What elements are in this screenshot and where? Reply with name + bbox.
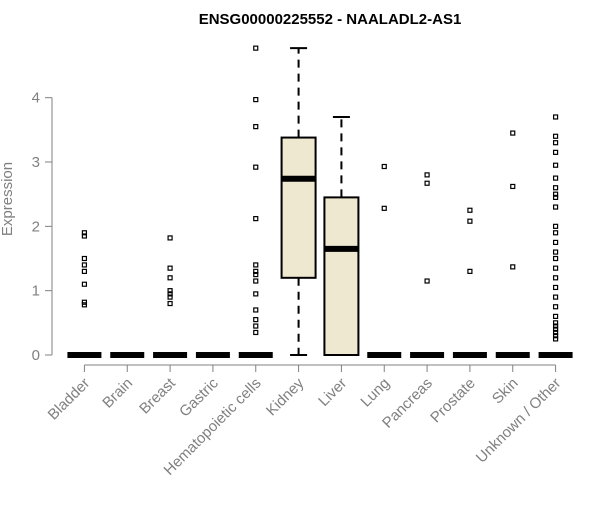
y-axis: 0 1 2 3 4 — [32, 90, 53, 364]
outlier-11-6 — [552, 313, 559, 320]
outlier-11-24 — [552, 140, 559, 146]
outlier-4-11 — [253, 124, 259, 130]
x-tick-label-0: Bladder — [45, 375, 94, 424]
outlier-4-10 — [253, 164, 259, 170]
outlier-8-1 — [424, 180, 430, 186]
outlier-11-22 — [552, 162, 559, 168]
box-6 — [323, 196, 360, 356]
box-group-6 — [323, 115, 360, 356]
outlier-0-7 — [81, 230, 88, 236]
outlier-11-13 — [552, 249, 559, 255]
outlier-11-12 — [552, 255, 559, 262]
x-tick-label-1: Brain — [99, 375, 136, 412]
outlier-7-0 — [381, 205, 387, 211]
box-group-9 — [452, 207, 487, 358]
outlier-4-3 — [253, 307, 259, 313]
outlier-4-0 — [253, 329, 259, 336]
box-group-11 — [538, 114, 573, 358]
outlier-11-17 — [552, 204, 559, 210]
outlier-2-6 — [167, 235, 173, 241]
outlier-11-14 — [552, 239, 559, 246]
outlier-4-4 — [253, 291, 259, 297]
y-tick-label-0: 0 — [32, 347, 40, 364]
outlier-11-26 — [552, 114, 559, 120]
outlier-4-5 — [253, 278, 259, 284]
chart-title: ENSG00000225552 - NAALADL2-AS1 — [199, 11, 462, 28]
outlier-11-7 — [552, 304, 559, 310]
x-tick-label-5: Kidney — [263, 374, 308, 419]
outlier-4-1 — [253, 323, 259, 329]
outlier-11-18 — [552, 194, 559, 200]
box-group-4 — [238, 45, 273, 358]
box-group-2 — [153, 235, 188, 358]
outlier-7-1 — [381, 163, 387, 170]
outlier-8-0 — [424, 278, 430, 284]
outlier-11-1 — [552, 333, 559, 339]
outlier-4-7 — [253, 268, 259, 274]
boxes — [67, 45, 573, 358]
outlier-11-2 — [552, 329, 559, 336]
outlier-11-11 — [552, 265, 559, 271]
outlier-0-1 — [81, 299, 88, 305]
outlier-0-4 — [81, 262, 88, 268]
y-tick-label-3: 3 — [32, 154, 40, 171]
x-tick-label-9: Prostate — [427, 375, 479, 427]
outlier-9-2 — [467, 207, 473, 213]
outlier-4-13 — [253, 45, 259, 51]
outlier-4-2 — [253, 317, 259, 323]
x-tick-label-6: Liver — [315, 375, 350, 410]
outlier-4-8 — [253, 262, 259, 268]
box-group-8 — [410, 172, 445, 358]
outlier-11-15 — [552, 230, 559, 236]
box-group-7 — [367, 163, 402, 358]
x-tick-label-10: Skin — [489, 375, 522, 408]
outlier-10-0 — [510, 264, 516, 270]
outlier-11-21 — [552, 175, 559, 181]
x-tick-label-2: Breast — [136, 374, 179, 417]
outlier-11-10 — [552, 275, 559, 281]
outlier-9-1 — [467, 218, 473, 224]
outlier-11-5 — [552, 320, 559, 326]
y-tick-label-2: 2 — [32, 218, 40, 235]
outlier-11-9 — [552, 284, 559, 291]
outlier-10-2 — [510, 130, 516, 136]
outlier-0-5 — [81, 255, 88, 262]
outlier-8-2 — [424, 172, 430, 178]
outlier-11-8 — [552, 294, 559, 300]
outlier-2-3 — [167, 288, 173, 294]
outlier-2-2 — [167, 291, 173, 297]
box-5 — [280, 136, 317, 279]
outlier-11-0 — [552, 336, 559, 342]
outlier-11-19 — [552, 191, 559, 197]
outlier-0-6 — [81, 233, 88, 239]
outlier-11-20 — [552, 185, 559, 191]
outlier-10-1 — [510, 183, 516, 190]
y-tick-label-4: 4 — [32, 90, 40, 107]
outlier-2-1 — [167, 294, 173, 300]
outlier-11-3 — [552, 326, 559, 332]
outlier-2-5 — [167, 265, 173, 271]
outlier-11-25 — [552, 133, 559, 139]
outlier-4-6 — [253, 271, 259, 278]
outlier-2-4 — [167, 275, 173, 281]
box-group-5 — [280, 47, 317, 356]
y-axis-label: Expression — [0, 162, 16, 236]
outlier-4-12 — [253, 97, 259, 103]
outlier-11-23 — [552, 149, 559, 155]
outlier-0-2 — [81, 281, 88, 287]
x-tick-label-7: Lung — [357, 375, 393, 411]
outlier-11-4 — [552, 323, 559, 329]
box-group-0 — [67, 230, 102, 358]
y-tick-label-1: 1 — [32, 283, 40, 300]
box-group-10 — [495, 130, 530, 358]
outlier-2-0 — [167, 300, 173, 307]
outlier-9-0 — [467, 268, 473, 274]
outlier-0-3 — [81, 268, 88, 274]
outlier-11-16 — [552, 223, 559, 229]
outlier-4-9 — [253, 216, 259, 222]
